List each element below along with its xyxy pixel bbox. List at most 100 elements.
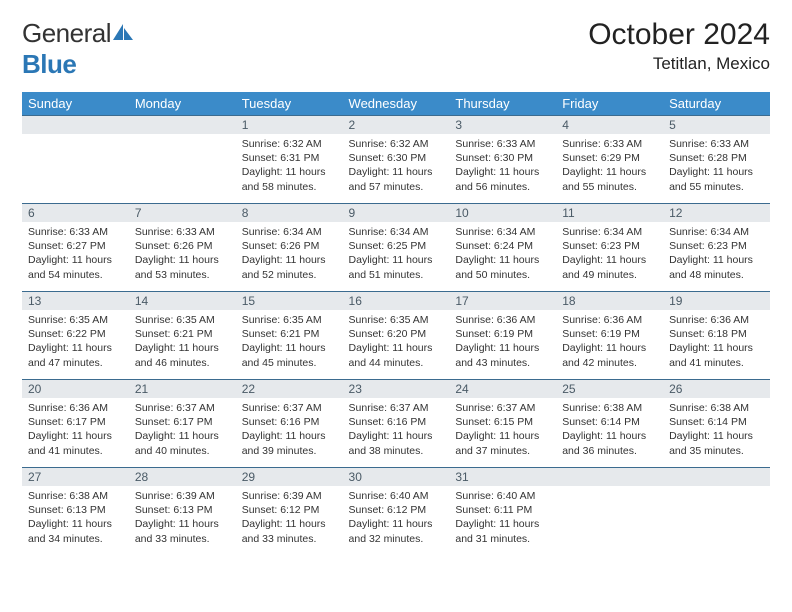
sunrise-text: Sunrise: 6:38 AM <box>562 401 657 415</box>
daylight-text: Daylight: 11 hours and 41 minutes. <box>28 429 123 457</box>
day-cell: 24Sunrise: 6:37 AMSunset: 6:15 PMDayligh… <box>449 380 556 468</box>
day-number: 19 <box>663 292 770 310</box>
day-content: Sunrise: 6:36 AMSunset: 6:19 PMDaylight:… <box>556 310 663 376</box>
day-number: 20 <box>22 380 129 398</box>
daylight-text: Daylight: 11 hours and 57 minutes. <box>349 165 444 193</box>
day-cell: 23Sunrise: 6:37 AMSunset: 6:16 PMDayligh… <box>343 380 450 468</box>
weekday-header: Sunday <box>22 92 129 116</box>
day-content: Sunrise: 6:34 AMSunset: 6:23 PMDaylight:… <box>663 222 770 288</box>
sunset-text: Sunset: 6:14 PM <box>669 415 764 429</box>
daylight-text: Daylight: 11 hours and 52 minutes. <box>242 253 337 281</box>
day-content: Sunrise: 6:37 AMSunset: 6:16 PMDaylight:… <box>236 398 343 464</box>
header: GeneralBlue October 2024 Tetitlan, Mexic… <box>22 18 770 80</box>
calendar-week-row: 1Sunrise: 6:32 AMSunset: 6:31 PMDaylight… <box>22 116 770 204</box>
day-number: 4 <box>556 116 663 134</box>
day-cell: 10Sunrise: 6:34 AMSunset: 6:24 PMDayligh… <box>449 204 556 292</box>
day-cell: 6Sunrise: 6:33 AMSunset: 6:27 PMDaylight… <box>22 204 129 292</box>
day-cell: 5Sunrise: 6:33 AMSunset: 6:28 PMDaylight… <box>663 116 770 204</box>
day-content: Sunrise: 6:34 AMSunset: 6:25 PMDaylight:… <box>343 222 450 288</box>
daylight-text: Daylight: 11 hours and 49 minutes. <box>562 253 657 281</box>
daylight-text: Daylight: 11 hours and 51 minutes. <box>349 253 444 281</box>
day-content <box>556 486 663 536</box>
day-number: 30 <box>343 468 450 486</box>
sunset-text: Sunset: 6:17 PM <box>135 415 230 429</box>
calendar-week-row: 20Sunrise: 6:36 AMSunset: 6:17 PMDayligh… <box>22 380 770 468</box>
day-cell: 18Sunrise: 6:36 AMSunset: 6:19 PMDayligh… <box>556 292 663 380</box>
sunrise-text: Sunrise: 6:36 AM <box>669 313 764 327</box>
day-content: Sunrise: 6:40 AMSunset: 6:12 PMDaylight:… <box>343 486 450 552</box>
day-content: Sunrise: 6:37 AMSunset: 6:17 PMDaylight:… <box>129 398 236 464</box>
day-content <box>663 486 770 536</box>
day-content: Sunrise: 6:33 AMSunset: 6:29 PMDaylight:… <box>556 134 663 200</box>
daylight-text: Daylight: 11 hours and 55 minutes. <box>562 165 657 193</box>
day-number: 28 <box>129 468 236 486</box>
day-cell-empty <box>663 468 770 556</box>
calendar-week-row: 27Sunrise: 6:38 AMSunset: 6:13 PMDayligh… <box>22 468 770 556</box>
daylight-text: Daylight: 11 hours and 55 minutes. <box>669 165 764 193</box>
day-number: 3 <box>449 116 556 134</box>
sunset-text: Sunset: 6:20 PM <box>349 327 444 341</box>
day-cell: 22Sunrise: 6:37 AMSunset: 6:16 PMDayligh… <box>236 380 343 468</box>
logo-text-general: General <box>22 18 111 48</box>
daylight-text: Daylight: 11 hours and 33 minutes. <box>135 517 230 545</box>
daylight-text: Daylight: 11 hours and 58 minutes. <box>242 165 337 193</box>
day-cell: 20Sunrise: 6:36 AMSunset: 6:17 PMDayligh… <box>22 380 129 468</box>
day-number: 31 <box>449 468 556 486</box>
sunset-text: Sunset: 6:27 PM <box>28 239 123 253</box>
day-cell: 27Sunrise: 6:38 AMSunset: 6:13 PMDayligh… <box>22 468 129 556</box>
logo-sail-icon <box>113 18 135 49</box>
sunrise-text: Sunrise: 6:36 AM <box>28 401 123 415</box>
day-cell: 31Sunrise: 6:40 AMSunset: 6:11 PMDayligh… <box>449 468 556 556</box>
day-content <box>22 134 129 184</box>
day-number: 7 <box>129 204 236 222</box>
weekday-header-row: SundayMondayTuesdayWednesdayThursdayFrid… <box>22 92 770 116</box>
sunrise-text: Sunrise: 6:38 AM <box>28 489 123 503</box>
daylight-text: Daylight: 11 hours and 44 minutes. <box>349 341 444 369</box>
day-cell: 2Sunrise: 6:32 AMSunset: 6:30 PMDaylight… <box>343 116 450 204</box>
sunrise-text: Sunrise: 6:33 AM <box>669 137 764 151</box>
title-block: October 2024 Tetitlan, Mexico <box>588 18 770 74</box>
daylight-text: Daylight: 11 hours and 42 minutes. <box>562 341 657 369</box>
month-title: October 2024 <box>588 18 770 52</box>
sunset-text: Sunset: 6:19 PM <box>455 327 550 341</box>
day-cell: 4Sunrise: 6:33 AMSunset: 6:29 PMDaylight… <box>556 116 663 204</box>
weekday-header: Friday <box>556 92 663 116</box>
day-content: Sunrise: 6:32 AMSunset: 6:30 PMDaylight:… <box>343 134 450 200</box>
day-cell: 11Sunrise: 6:34 AMSunset: 6:23 PMDayligh… <box>556 204 663 292</box>
weekday-header: Tuesday <box>236 92 343 116</box>
sunrise-text: Sunrise: 6:37 AM <box>242 401 337 415</box>
day-number: 8 <box>236 204 343 222</box>
daylight-text: Daylight: 11 hours and 40 minutes. <box>135 429 230 457</box>
daylight-text: Daylight: 11 hours and 45 minutes. <box>242 341 337 369</box>
day-number: 16 <box>343 292 450 310</box>
sunrise-text: Sunrise: 6:35 AM <box>28 313 123 327</box>
day-number: 21 <box>129 380 236 398</box>
day-content: Sunrise: 6:36 AMSunset: 6:19 PMDaylight:… <box>449 310 556 376</box>
day-content: Sunrise: 6:38 AMSunset: 6:14 PMDaylight:… <box>556 398 663 464</box>
sunset-text: Sunset: 6:12 PM <box>242 503 337 517</box>
sunrise-text: Sunrise: 6:39 AM <box>135 489 230 503</box>
day-number: 26 <box>663 380 770 398</box>
day-content: Sunrise: 6:40 AMSunset: 6:11 PMDaylight:… <box>449 486 556 552</box>
sunset-text: Sunset: 6:28 PM <box>669 151 764 165</box>
sunrise-text: Sunrise: 6:36 AM <box>562 313 657 327</box>
calendar-body: 1Sunrise: 6:32 AMSunset: 6:31 PMDaylight… <box>22 116 770 556</box>
daylight-text: Daylight: 11 hours and 32 minutes. <box>349 517 444 545</box>
daylight-text: Daylight: 11 hours and 43 minutes. <box>455 341 550 369</box>
sunrise-text: Sunrise: 6:34 AM <box>242 225 337 239</box>
day-number: 29 <box>236 468 343 486</box>
logo-text-blue: Blue <box>22 49 76 79</box>
sunrise-text: Sunrise: 6:37 AM <box>135 401 230 415</box>
day-number: 22 <box>236 380 343 398</box>
sunrise-text: Sunrise: 6:32 AM <box>242 137 337 151</box>
day-content: Sunrise: 6:39 AMSunset: 6:12 PMDaylight:… <box>236 486 343 552</box>
day-cell: 28Sunrise: 6:39 AMSunset: 6:13 PMDayligh… <box>129 468 236 556</box>
sunrise-text: Sunrise: 6:36 AM <box>455 313 550 327</box>
sunrise-text: Sunrise: 6:34 AM <box>562 225 657 239</box>
sunset-text: Sunset: 6:23 PM <box>562 239 657 253</box>
day-content: Sunrise: 6:34 AMSunset: 6:23 PMDaylight:… <box>556 222 663 288</box>
day-content <box>129 134 236 184</box>
sunrise-text: Sunrise: 6:37 AM <box>455 401 550 415</box>
daylight-text: Daylight: 11 hours and 35 minutes. <box>669 429 764 457</box>
day-content: Sunrise: 6:37 AMSunset: 6:15 PMDaylight:… <box>449 398 556 464</box>
